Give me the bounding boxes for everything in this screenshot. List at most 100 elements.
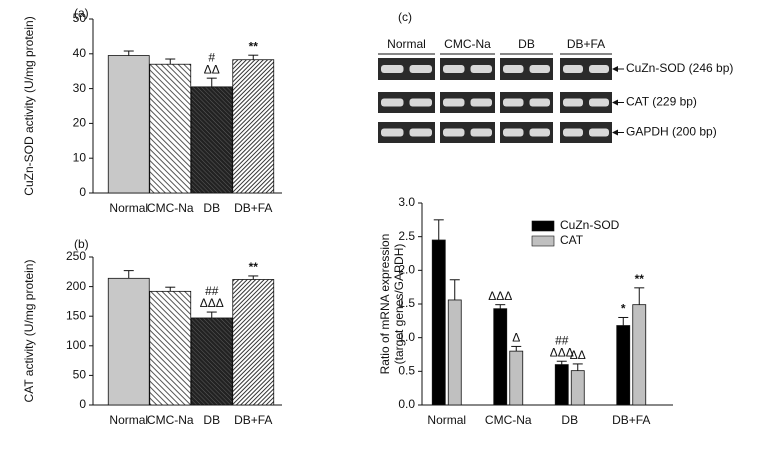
gel-band	[443, 98, 465, 107]
band-label: CuZn-SOD (246 bp)	[626, 61, 733, 75]
y-tick-label: 30	[73, 81, 87, 95]
y-tick-label: 50	[73, 11, 87, 25]
gel-band	[529, 98, 550, 107]
gel-band	[529, 128, 550, 137]
annotation: ΔΔ	[204, 62, 220, 76]
x-tick-label: DB	[561, 413, 578, 427]
y-tick-label: 2.5	[398, 229, 415, 243]
annotation: **	[635, 272, 645, 286]
gel-band	[381, 98, 404, 107]
y-axis-label: (target genes/GAPDH)	[392, 244, 406, 365]
bar	[570, 370, 585, 406]
gel-band	[529, 65, 550, 73]
x-tick-label: Normal	[427, 413, 466, 427]
bar	[447, 299, 462, 406]
bar	[493, 308, 508, 406]
gel-band	[381, 128, 404, 137]
x-tick-label: Normal	[109, 201, 148, 215]
gel-band	[381, 65, 404, 73]
gel-band	[589, 65, 609, 73]
gel-band	[443, 65, 465, 73]
annotation: ΔΔΔ	[550, 345, 574, 359]
y-tick-label: 0.0	[398, 397, 415, 411]
legend-swatch	[531, 220, 555, 232]
gel-band	[409, 128, 432, 137]
lane-label: DB+FA	[567, 37, 605, 51]
gel-strip	[378, 58, 435, 80]
x-tick-label: CMC-Na	[485, 413, 532, 427]
y-tick-label: 3.0	[398, 195, 415, 209]
y-tick-label: 20	[73, 116, 87, 130]
x-tick-label: DB	[203, 413, 220, 427]
gel-band	[443, 128, 465, 137]
gel-strip	[440, 58, 495, 80]
y-tick-label: 250	[66, 249, 86, 263]
x-tick-label: CMC-Na	[147, 201, 194, 215]
y-axis-label: CAT activity (U/mg protein)	[22, 260, 36, 403]
gel-strip	[500, 92, 553, 113]
annotation: ##	[555, 333, 569, 347]
y-tick-label: 1.5	[398, 296, 415, 310]
gel-strip	[440, 92, 495, 113]
gel-band	[503, 65, 524, 73]
annotation: **	[249, 39, 259, 53]
y-tick-label: 1.0	[398, 330, 415, 344]
y-tick-label: 50	[73, 368, 87, 382]
annotation: #	[208, 50, 215, 64]
x-tick-label: CMC-Na	[147, 413, 194, 427]
x-tick-label: DB+FA	[234, 413, 272, 427]
annotation: *	[621, 302, 626, 316]
gel-strip	[378, 92, 435, 113]
legend-label: CAT	[560, 233, 584, 247]
gel-band	[470, 128, 492, 137]
gel-band	[503, 98, 524, 107]
bar	[554, 364, 569, 406]
lane-label: Normal	[387, 37, 426, 51]
gel-strip	[560, 92, 612, 113]
bar	[149, 63, 192, 194]
y-tick-label: 200	[66, 279, 86, 293]
gel-band	[409, 65, 432, 73]
legend-swatch	[531, 235, 555, 247]
bar	[632, 304, 647, 406]
bar	[509, 350, 524, 406]
y-tick-label: 10	[73, 150, 87, 164]
y-tick-label: 2.0	[398, 263, 415, 277]
bar	[190, 86, 233, 194]
y-tick-label: 150	[66, 308, 86, 322]
gel-strip	[500, 122, 553, 143]
bar	[232, 59, 275, 194]
gel-band	[409, 98, 432, 107]
y-axis-label: Ratio of mRNA expression	[378, 234, 392, 375]
lane-label: DB	[518, 37, 535, 51]
bar	[190, 317, 233, 406]
gel-band	[563, 98, 583, 107]
band-label: CAT (229 bp)	[626, 95, 697, 109]
annotation: ΔΔΔ	[488, 289, 512, 303]
gel-band	[470, 98, 492, 107]
annotation: Δ	[512, 331, 520, 345]
bar	[107, 55, 150, 194]
x-tick-label: DB+FA	[612, 413, 650, 427]
y-tick-label: 0.5	[398, 364, 415, 378]
y-tick-label: 0	[79, 397, 86, 411]
x-tick-label: Normal	[109, 413, 148, 427]
panel-label: (a)	[74, 6, 89, 20]
legend-label: CuZn-SOD	[560, 218, 620, 232]
panel-label: (c)	[398, 10, 412, 24]
x-tick-label: DB+FA	[234, 201, 272, 215]
panel-label: (b)	[74, 237, 89, 251]
annotation: ΔΔ	[570, 348, 586, 362]
gel-band	[589, 98, 609, 107]
band-arrowhead	[612, 66, 618, 72]
band-arrowhead	[612, 129, 618, 136]
y-tick-label: 100	[66, 338, 86, 352]
annotation: **	[249, 260, 259, 274]
gel-band	[503, 128, 524, 137]
x-tick-label: DB	[203, 201, 220, 215]
gel-band	[470, 65, 492, 73]
y-tick-label: 0	[79, 185, 86, 199]
gel-band	[563, 128, 583, 137]
y-tick-label: 40	[73, 46, 87, 60]
